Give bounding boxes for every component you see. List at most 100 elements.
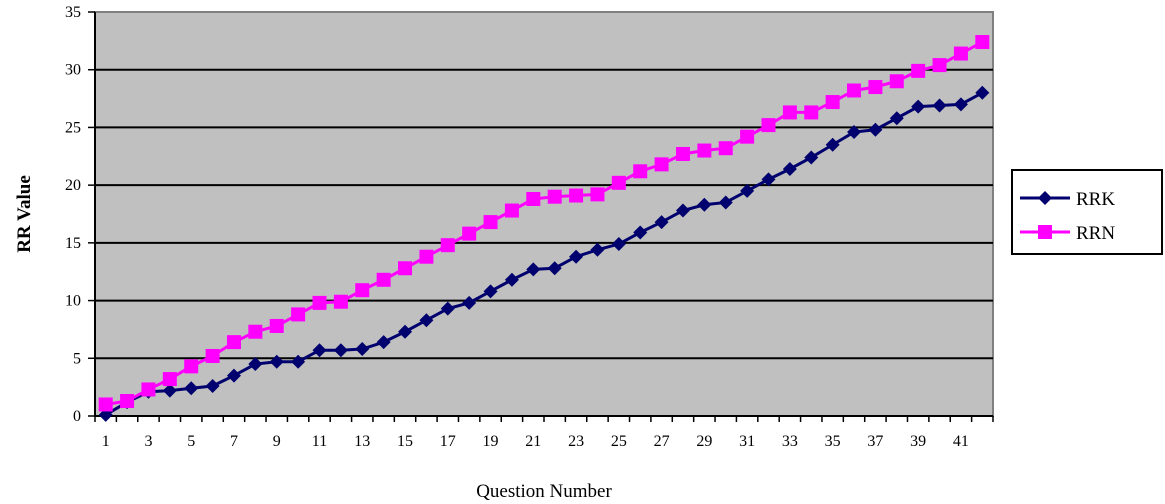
legend-label-rrn: RRN (1076, 223, 1115, 244)
x-tick-label: 23 (568, 433, 584, 450)
x-tick-label: 5 (187, 433, 195, 450)
series-rrk (98, 85, 990, 422)
data-point-rrk (740, 183, 755, 198)
y-tick-label: 0 (73, 408, 81, 425)
y-tick-label: 30 (65, 62, 81, 79)
data-point-rrn (162, 372, 177, 387)
data-point-rrk (398, 324, 413, 339)
data-point-rrn (633, 164, 648, 179)
data-point-rrn (141, 382, 156, 397)
y-tick-label: 10 (65, 293, 81, 310)
data-point-rrn (312, 295, 327, 310)
data-point-rrn (611, 175, 626, 190)
data-point-rrn (398, 261, 413, 276)
data-point-rrn (120, 393, 135, 408)
x-tick-label: 39 (910, 433, 926, 450)
data-point-rrk (376, 335, 391, 350)
legend-label-rrk: RRK (1076, 189, 1115, 210)
data-point-rrn (911, 63, 926, 78)
plot-area (94, 11, 994, 417)
data-point-rrk (654, 215, 669, 230)
data-point-rrk (911, 99, 926, 114)
x-tick-label: 1 (102, 433, 110, 450)
legend-box (1011, 169, 1163, 255)
x-tick-label: 33 (782, 433, 798, 450)
data-point-rrn (825, 95, 840, 110)
x-tick-label: 9 (273, 433, 281, 450)
data-point-rrn (847, 83, 862, 98)
data-point-rrn (975, 35, 990, 50)
data-point-rrn (504, 203, 519, 218)
data-point-rrk (226, 368, 241, 383)
y-tick-label: 35 (65, 4, 81, 21)
x-tick-label: 21 (525, 433, 541, 450)
data-point-rrn (483, 215, 498, 230)
data-point-rrk (248, 357, 263, 372)
data-point-rrk (868, 122, 883, 137)
data-point-rrk (333, 343, 348, 358)
data-point-rrn (291, 307, 306, 322)
data-point-rrn (98, 397, 113, 412)
x-tick-label: 31 (739, 433, 755, 450)
data-point-rrn (804, 105, 819, 120)
data-point-rrk (975, 85, 990, 100)
data-point-rrk (633, 225, 648, 240)
data-point-rrn (761, 118, 776, 133)
legend-marker-rrk (1038, 191, 1052, 205)
legend-item-rrn: RRN (1020, 223, 1115, 244)
data-point-rrn (953, 46, 968, 61)
x-axis-ticks: 1 3 5 7 9 11 13 15 17 19 21 23 25 27 29 31 33 35 37 39 41 (94, 416, 994, 450)
data-point-rrk (462, 295, 477, 310)
gridlines (95, 68, 993, 360)
data-point-rrn (269, 318, 284, 333)
legend-item-rrk: RRK (1020, 189, 1115, 210)
data-point-rrn (440, 238, 455, 253)
x-tick-label: 7 (230, 433, 238, 450)
y-tick-label: 20 (65, 177, 81, 194)
data-point-rrk (697, 197, 712, 212)
data-point-rrk (269, 354, 284, 369)
data-point-rrk (547, 261, 562, 276)
data-point-rrk (953, 97, 968, 112)
y-tick-label: 25 (65, 119, 81, 136)
data-point-rrn (547, 189, 562, 204)
data-point-rrk (526, 262, 541, 277)
data-point-rrn (333, 294, 348, 309)
x-tick-label: 27 (654, 433, 670, 450)
data-point-rrk (825, 137, 840, 152)
x-tick-label: 29 (696, 433, 712, 450)
data-point-rrn (590, 187, 605, 202)
data-point-rrn (226, 335, 241, 350)
data-point-rrn (248, 324, 263, 339)
data-point-rrk (312, 343, 327, 358)
data-point-rrn (419, 249, 434, 264)
data-point-rrn (526, 191, 541, 206)
y-tick-label: 15 (65, 235, 81, 252)
x-tick-label: 19 (483, 433, 499, 450)
data-point-rrn (462, 226, 477, 241)
x-axis-label: Question Number (476, 481, 612, 502)
x-tick-label: 3 (144, 433, 152, 450)
x-tick-label: 41 (953, 433, 969, 450)
data-point-rrn (868, 80, 883, 95)
data-point-rrk (205, 378, 220, 393)
series-rrn (98, 35, 990, 412)
data-point-rrn (697, 143, 712, 158)
x-tick-label: 15 (397, 433, 413, 450)
data-point-rrk (675, 203, 690, 218)
legend: RRK RRN (1011, 169, 1163, 255)
data-point-rrk (419, 313, 434, 328)
y-axis-label: RR Value (14, 175, 35, 253)
data-point-rrn (782, 105, 797, 120)
data-point-rrk (483, 284, 498, 299)
data-point-rrn (205, 348, 220, 363)
data-point-rrk (355, 342, 370, 357)
data-point-rrk (761, 172, 776, 187)
data-point-rrk (504, 272, 519, 287)
legend-marker-rrn (1038, 225, 1052, 239)
data-point-rrn (889, 74, 904, 89)
data-point-rrn (740, 129, 755, 144)
data-point-rrn (376, 272, 391, 287)
data-point-rrn (569, 188, 584, 203)
